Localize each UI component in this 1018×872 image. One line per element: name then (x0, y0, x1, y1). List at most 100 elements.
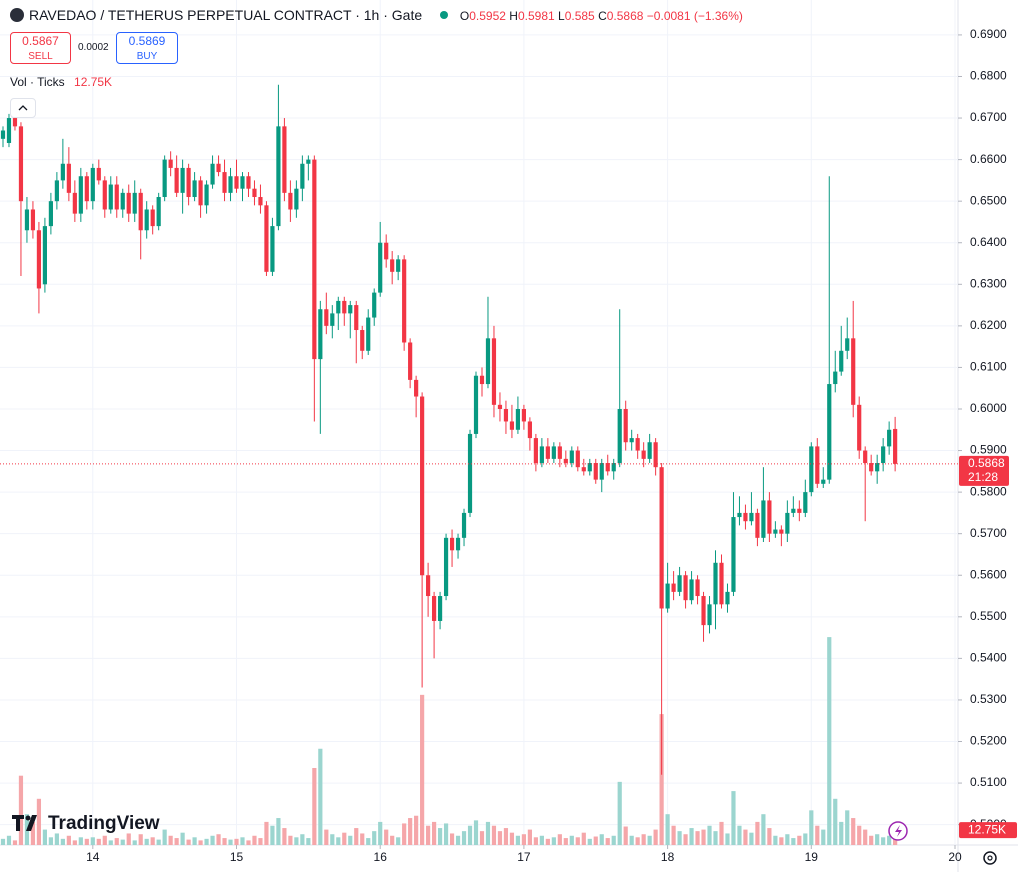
symbol-icon (10, 8, 24, 22)
volume-bar (150, 837, 155, 845)
spread: 0.0002 (78, 42, 109, 53)
volume-bar (168, 835, 173, 845)
volume-bar (725, 833, 730, 845)
volume-bar (689, 828, 694, 845)
candle-body (72, 192, 77, 214)
candle-body (420, 396, 425, 576)
candle-body (36, 230, 42, 289)
candle-body (521, 408, 527, 422)
candle-body (605, 463, 610, 472)
y-tick-label: 0.6500 (970, 193, 1007, 207)
volume-bar (587, 838, 592, 845)
chevron (18, 105, 28, 111)
volume-bar (312, 768, 317, 845)
volume-badge-label: 12.75K (968, 822, 1006, 836)
volume-bar (503, 828, 509, 845)
volume-bar (396, 837, 401, 845)
volume-bar (402, 823, 407, 845)
candle-body (0, 130, 6, 139)
volume-bar (713, 831, 718, 845)
x-tick-label: 19 (805, 850, 819, 864)
candle-body (689, 579, 694, 601)
candle-body (809, 446, 814, 493)
volume-bar (437, 828, 443, 845)
y-tick-label: 0.5200 (970, 734, 1007, 748)
volume-bar (234, 838, 239, 845)
y-tick-label: 0.5400 (970, 651, 1007, 665)
volume-bar (887, 835, 892, 845)
volume-bar (144, 838, 149, 845)
volume-bar (258, 838, 263, 845)
candle-body (180, 167, 185, 193)
volume-bar (120, 839, 125, 845)
volume-bar (491, 825, 497, 845)
candle-body (449, 537, 455, 551)
volume-bar (30, 821, 36, 845)
candle-body (707, 604, 712, 626)
candle-body (6, 118, 12, 143)
candle-body (114, 184, 119, 210)
candle-body (533, 438, 538, 464)
candle-body (779, 529, 784, 534)
volume-bar (569, 835, 574, 845)
collapse-button[interactable] (10, 98, 36, 118)
candle-body (126, 192, 131, 214)
candle-body (473, 375, 479, 434)
candle-body (96, 167, 101, 181)
candle-body (426, 575, 431, 597)
volume-bar (485, 821, 491, 845)
candle-body (509, 421, 515, 430)
candle-body (647, 442, 652, 459)
volume-bar (360, 833, 365, 845)
candle-body (527, 421, 532, 439)
volume-bar (449, 833, 455, 845)
candle-body (12, 118, 18, 127)
candle-body (455, 537, 461, 551)
y-tick-label: 0.5300 (970, 692, 1007, 706)
candle-body (132, 192, 137, 214)
volume-bar (138, 834, 143, 845)
volume-bar (773, 835, 778, 845)
candle-body (461, 512, 467, 538)
volume-bar (114, 838, 119, 845)
volume-bar (563, 838, 568, 845)
volume-bar (420, 694, 425, 845)
volume-bar (342, 832, 347, 845)
volume-bar (204, 838, 209, 845)
settings-icon[interactable] (983, 851, 997, 865)
volume-bar (851, 818, 856, 845)
volume-bar (539, 835, 544, 845)
candle-body (174, 167, 179, 193)
sell-label: SELL (28, 51, 53, 62)
sell-button[interactable]: 0.5867 SELL (10, 32, 71, 64)
candle-body (479, 375, 485, 385)
candle-body (360, 330, 365, 351)
grid (0, 0, 958, 845)
candle-body (312, 159, 317, 360)
logo-mark (26, 815, 37, 831)
volume-bar (348, 835, 353, 845)
candle-body (90, 167, 95, 202)
candle-body (773, 529, 778, 534)
buy-button[interactable]: 0.5869 BUY (116, 32, 178, 64)
volume-bar (264, 821, 269, 845)
candle-body (48, 201, 53, 227)
candle-body (629, 438, 634, 443)
y-tick-label: 0.6200 (970, 318, 1007, 332)
candle-body (60, 163, 65, 181)
volume-bar (318, 748, 323, 845)
volume-bar (408, 818, 413, 845)
candle-body (551, 446, 556, 459)
volume-bar (857, 825, 862, 845)
candle-body (282, 126, 287, 193)
candle-body (599, 463, 604, 480)
volume-bar (455, 835, 461, 845)
candle-body (731, 517, 736, 592)
y-tick-label: 0.5600 (970, 567, 1007, 581)
candle-body (336, 300, 341, 314)
symbol-title[interactable]: RAVEDAO / TETHERUS PERPETUAL CONTRACT · … (29, 7, 423, 23)
candle-body (743, 512, 748, 522)
volume-bar (443, 823, 449, 845)
last-price-label: 0.5868 (968, 456, 1005, 470)
candle-body (713, 562, 718, 605)
